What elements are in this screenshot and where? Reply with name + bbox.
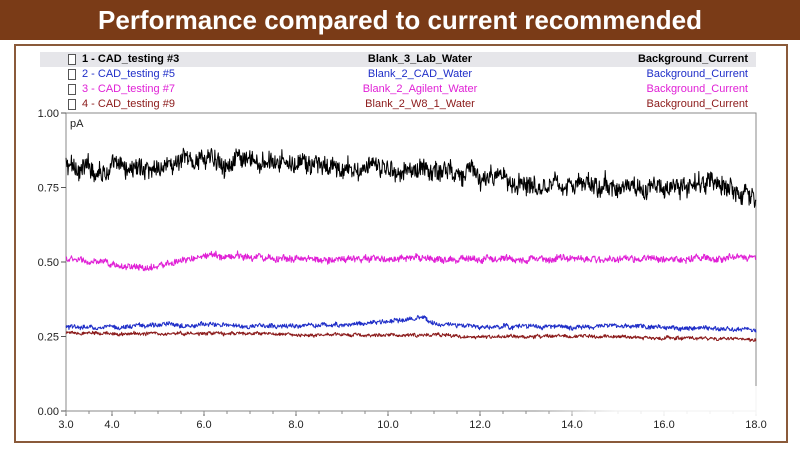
plot-area bbox=[65, 112, 757, 412]
legend-method-name: Background_Current bbox=[646, 83, 748, 95]
document-icon bbox=[68, 54, 76, 65]
series-line-2 bbox=[65, 314, 757, 333]
series-line-3 bbox=[65, 250, 757, 272]
x-tick-label: 14.0 bbox=[561, 419, 582, 431]
x-tick-label: 4.0 bbox=[104, 419, 119, 431]
x-tick-label: 8.0 bbox=[288, 419, 303, 431]
y-axis-unit-label: pA bbox=[70, 118, 84, 130]
x-tick-label: 10.0 bbox=[377, 419, 398, 431]
legend-sample-name: Blank_2_W8_1_Water bbox=[365, 98, 475, 110]
legend-method-name: Background_Current bbox=[646, 68, 748, 80]
legend-sample-name: Blank_3_Lab_Water bbox=[367, 53, 473, 65]
legend-series-name: 4 - CAD_testing #9 bbox=[82, 98, 175, 110]
legend-row-4[interactable]: 4 - CAD_testing #9 Blank_2_W8_1_Water Back… bbox=[40, 97, 756, 112]
legend-sample-name: Blank_2_Agilent_Water bbox=[362, 83, 478, 95]
x-tick-label: 12.0 bbox=[469, 419, 490, 431]
x-tick-label: 6.0 bbox=[196, 419, 211, 431]
y-tick-label: 0.50 bbox=[38, 257, 59, 269]
document-icon bbox=[68, 99, 76, 110]
x-tick-label: 16.0 bbox=[653, 419, 674, 431]
legend-row-2[interactable]: 2 - CAD_testing #5 Blank_2_CAD_Water Backg… bbox=[40, 67, 756, 82]
legend-method-name: Background_Current bbox=[646, 98, 748, 110]
legend-row-3[interactable]: 3 - CAD_testing #7 Blank_2_Agilent_Water B… bbox=[40, 82, 756, 97]
document-icon bbox=[68, 69, 76, 80]
y-axis: 0.00 0.25 0.50 0.75 1.00 bbox=[38, 108, 66, 418]
y-tick-label: 1.00 bbox=[38, 108, 59, 120]
title-bar: Performance compared to current recommen… bbox=[0, 0, 800, 40]
y-tick-label: 0.75 bbox=[38, 183, 59, 195]
slide-title: Performance compared to current recommen… bbox=[98, 5, 702, 35]
legend-series-name: 2 - CAD_testing #5 bbox=[82, 68, 175, 80]
legend-series-name: 1 - CAD_testing #3 bbox=[82, 53, 180, 65]
legend-sample-name: Blank_2_CAD_Water bbox=[367, 68, 473, 80]
legend-row-1[interactable]: 1 - CAD_testing #3 Blank_3_Lab_Water Backg… bbox=[40, 52, 756, 67]
legend-series-name: 3 - CAD_testing #7 bbox=[82, 83, 175, 95]
series-group bbox=[65, 147, 757, 343]
series-line-1 bbox=[65, 147, 757, 208]
y-tick-label: 0.25 bbox=[38, 332, 59, 344]
legend-method-name: Background_Current bbox=[637, 53, 748, 65]
document-icon bbox=[68, 84, 76, 95]
y-tick-label: 0.00 bbox=[38, 406, 59, 418]
legend: 1 - CAD_testing #3 Blank_3_Lab_Water Backg… bbox=[40, 52, 756, 110]
series-line-4 bbox=[65, 330, 757, 343]
x-tick-label: 3.0 bbox=[58, 419, 73, 431]
x-tick-label: 18.0 bbox=[745, 419, 766, 431]
watermark bbox=[536, 386, 766, 416]
